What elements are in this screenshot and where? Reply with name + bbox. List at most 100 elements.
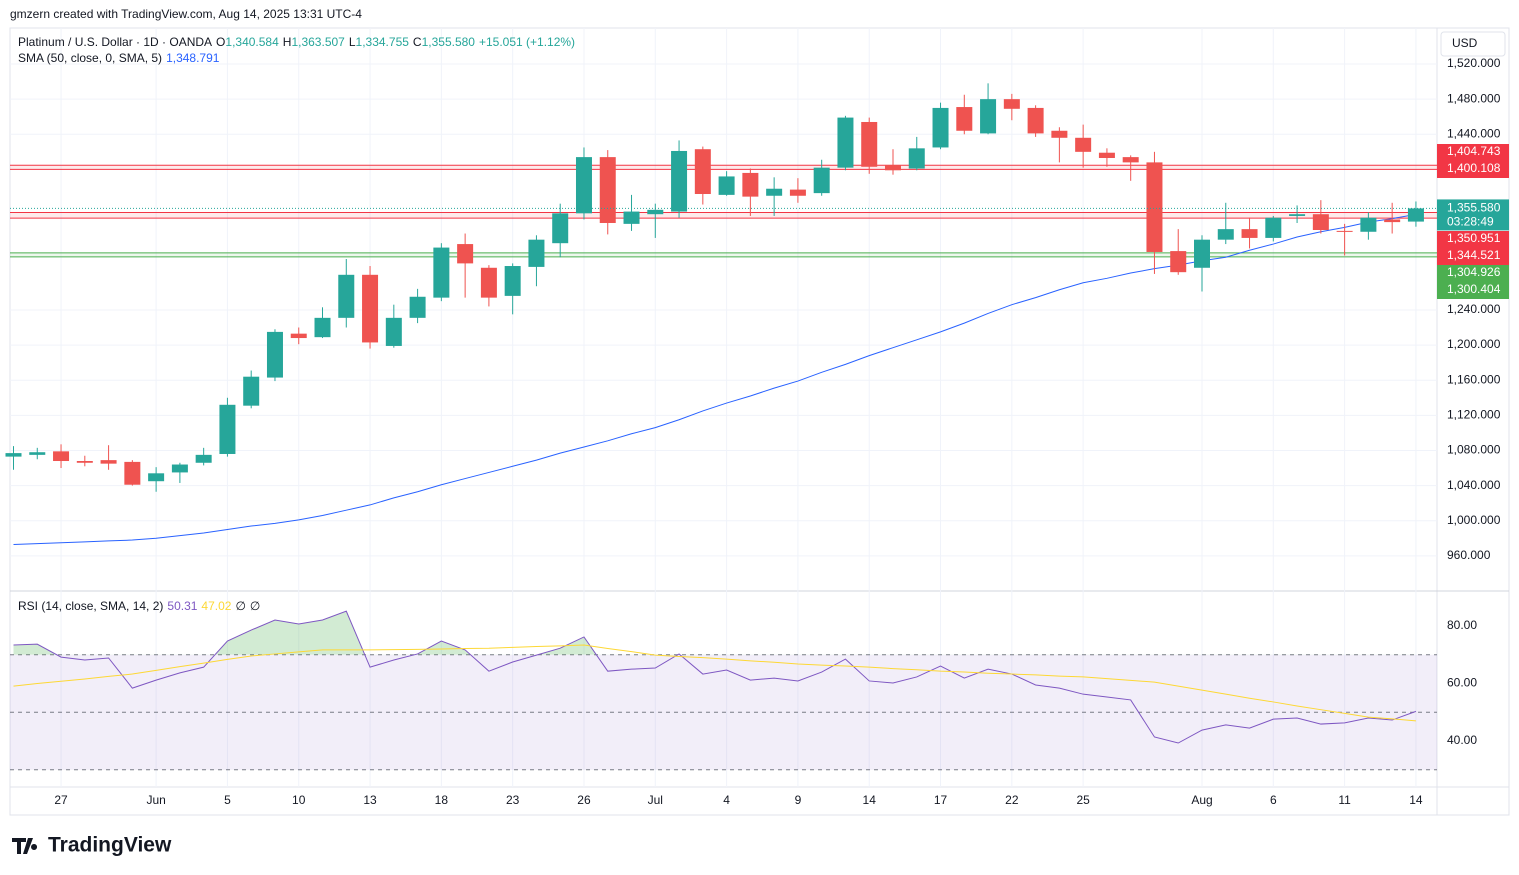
- candle-body: [1098, 152, 1115, 158]
- candle-body: [884, 165, 901, 171]
- y-tick-label: 1,520.000: [1447, 56, 1501, 70]
- candle-body: [1265, 217, 1282, 238]
- candle-body: [956, 107, 973, 131]
- level-box: [1437, 161, 1509, 178]
- rsi-line: [13, 610, 1417, 744]
- candle-body: [53, 451, 70, 462]
- sma-name: SMA (50, close, 0, SMA, 5): [18, 51, 163, 65]
- candle-body: [1336, 230, 1353, 232]
- candle-body: [1146, 162, 1163, 252]
- candle-body: [623, 211, 640, 224]
- ohlc-value: 1,334.755: [355, 35, 409, 49]
- y-tick-label: 1,120.000: [1447, 408, 1501, 422]
- rsi-empty: ∅: [235, 599, 246, 613]
- candle-body: [1075, 137, 1092, 152]
- y-tick-label: 1,080.000: [1447, 443, 1501, 457]
- candle-body: [1122, 157, 1139, 163]
- rsi-value: 47.02: [201, 599, 232, 613]
- candle-body: [480, 267, 497, 298]
- candle-body: [362, 274, 379, 343]
- level-label: 1,344.521: [1447, 248, 1501, 262]
- x-tick-label: 5: [224, 793, 231, 807]
- candle-body: [813, 167, 830, 194]
- candle-body: [124, 461, 141, 485]
- candle-body: [266, 331, 283, 378]
- candle-body: [1360, 217, 1377, 232]
- x-tick-label: Jun: [146, 793, 165, 807]
- candle-body: [409, 296, 426, 318]
- candle-body: [647, 209, 664, 215]
- candle-body: [290, 333, 307, 339]
- currency: USD: [1452, 36, 1478, 50]
- currency-box[interactable]: [1440, 31, 1506, 57]
- symbol: Platinum / U.S. Dollar · 1D · OANDA: [18, 35, 213, 49]
- logo-text: TradingView: [48, 834, 172, 857]
- level-label: 1,304.926: [1447, 265, 1501, 279]
- rsi-line: [13, 644, 1416, 722]
- candle-body: [1003, 99, 1020, 109]
- sma-value: 1,348.791: [166, 51, 220, 65]
- candle-body: [742, 172, 759, 197]
- level-box: [1437, 231, 1509, 248]
- zone-band: [10, 212, 1437, 219]
- x-tick-label: 14: [1409, 793, 1423, 807]
- candle-body: [338, 274, 355, 318]
- x-tick-label: 22: [1005, 793, 1019, 807]
- price-legend: Platinum / U.S. Dollar · 1D · OANDA O1,34…: [18, 35, 579, 49]
- level-label: 1,400.108: [1447, 161, 1501, 175]
- zone-band: [10, 165, 1437, 170]
- y-tick-label: 1,480.000: [1447, 91, 1501, 105]
- x-tick-label: 10: [292, 793, 306, 807]
- level-box: [1437, 248, 1509, 265]
- sma-legend: SMA (50, close, 0, SMA, 5) 1,348.791: [18, 51, 223, 65]
- x-tick-label: 27: [54, 793, 68, 807]
- candle-body: [314, 317, 331, 338]
- ohlc-key: H: [282, 35, 292, 49]
- y-tick-label: 1,000.000: [1447, 513, 1501, 527]
- rsi-legend: RSI (14, close, SMA, 14, 2) 50.31 47.02 ∅ ∅: [18, 599, 264, 613]
- candle-body: [718, 176, 735, 195]
- level-box: [1437, 282, 1509, 299]
- candle-body: [195, 454, 212, 463]
- candle-body: [1027, 107, 1044, 134]
- candle-body: [5, 453, 22, 457]
- candle-body: [789, 189, 806, 196]
- level-label: 1,300.404: [1447, 282, 1501, 296]
- candle-body: [837, 117, 854, 168]
- candle-body: [148, 473, 165, 482]
- ohlc-value: 1,363.507: [291, 35, 345, 49]
- rsi-value: 50.31: [167, 599, 198, 613]
- x-tick-label: Jul: [648, 793, 663, 807]
- ohlc-key: C: [412, 35, 422, 49]
- candle-body: [1407, 208, 1424, 222]
- candle-body: [1289, 214, 1306, 216]
- candle-body: [1241, 229, 1258, 238]
- candle-body: [1051, 130, 1068, 138]
- candle-body: [433, 247, 450, 298]
- candle-body: [908, 148, 925, 169]
- candle-body: [385, 317, 402, 346]
- x-tick-label: 14: [863, 793, 877, 807]
- y-tick-label: 1,440.000: [1447, 126, 1501, 140]
- candle-body: [1194, 239, 1210, 268]
- overbought-fill: [13, 611, 681, 655]
- candle-body: [29, 452, 46, 455]
- candle-body: [861, 121, 878, 167]
- frame: [9, 27, 1510, 816]
- rsi-empty: ∅: [249, 599, 261, 613]
- x-tick-label: 25: [1076, 793, 1090, 807]
- level-box: [1437, 144, 1509, 161]
- rsi-tick-label: 40.00: [1447, 733, 1477, 747]
- candle-body: [243, 376, 260, 406]
- attribution: gmzern created with TradingView.com, Aug…: [10, 7, 362, 21]
- x-tick-label: 26: [577, 793, 591, 807]
- zone-band: [10, 252, 1437, 257]
- candle-body: [504, 266, 521, 296]
- y-tick-label: 1,240.000: [1447, 302, 1501, 316]
- candle-body: [599, 157, 616, 223]
- rsi-name: RSI (14, close, SMA, 14, 2): [18, 599, 164, 613]
- logo: [12, 838, 38, 854]
- x-tick-label: 4: [723, 793, 730, 807]
- y-tick-label: 1,200.000: [1447, 337, 1501, 351]
- x-tick-label: 18: [435, 793, 449, 807]
